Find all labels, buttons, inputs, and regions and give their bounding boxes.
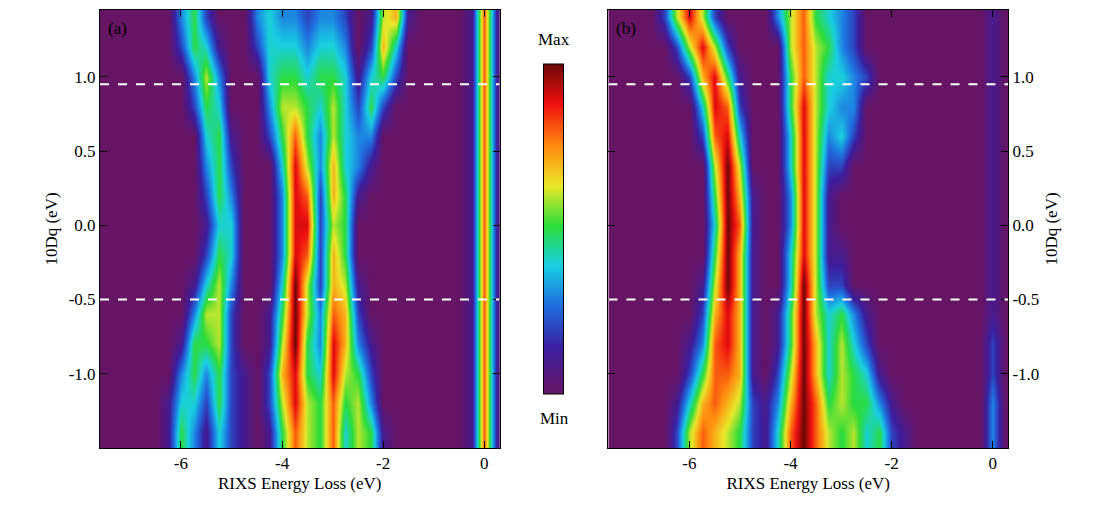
svg-text:10Dq (eV): 10Dq (eV) bbox=[1042, 192, 1061, 265]
svg-text:0.0: 0.0 bbox=[74, 216, 95, 235]
svg-text:0.5: 0.5 bbox=[1012, 142, 1033, 161]
svg-text:-6: -6 bbox=[682, 454, 696, 473]
svg-text:0: 0 bbox=[480, 454, 489, 473]
svg-text:1.0: 1.0 bbox=[1012, 68, 1033, 87]
svg-text:-1.0: -1.0 bbox=[69, 365, 96, 384]
svg-text:-2: -2 bbox=[885, 454, 899, 473]
svg-text:-4: -4 bbox=[783, 454, 798, 473]
svg-text:-6: -6 bbox=[174, 454, 188, 473]
svg-text:-4: -4 bbox=[275, 454, 290, 473]
svg-text:Max: Max bbox=[538, 30, 570, 49]
svg-text:-0.5: -0.5 bbox=[69, 290, 96, 309]
svg-text:10Dq (eV): 10Dq (eV) bbox=[42, 192, 61, 265]
svg-text:Min: Min bbox=[540, 409, 569, 428]
svg-text:0: 0 bbox=[989, 454, 998, 473]
svg-text:0.0: 0.0 bbox=[1012, 216, 1033, 235]
svg-text:-0.5: -0.5 bbox=[1012, 290, 1039, 309]
svg-text:-1.0: -1.0 bbox=[1012, 365, 1039, 384]
svg-text:-2: -2 bbox=[376, 454, 390, 473]
svg-text:(a): (a) bbox=[108, 19, 127, 38]
svg-text:(b): (b) bbox=[616, 19, 636, 38]
svg-text:RIXS Energy Loss (eV): RIXS Energy Loss (eV) bbox=[218, 474, 382, 493]
svg-text:0.5: 0.5 bbox=[74, 142, 95, 161]
svg-text:1.0: 1.0 bbox=[74, 68, 95, 87]
svg-text:RIXS Energy Loss (eV): RIXS Energy Loss (eV) bbox=[726, 474, 890, 493]
